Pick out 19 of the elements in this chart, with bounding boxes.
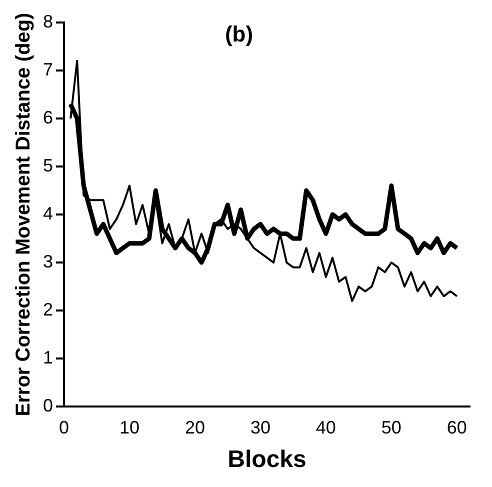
- x-axis-title: Blocks: [228, 446, 306, 474]
- y-tick-label: 2: [42, 300, 54, 320]
- y-tick-label: 6: [42, 107, 54, 128]
- chart-title: (b): [224, 21, 254, 46]
- x-tick-label: 50: [381, 417, 402, 438]
- y-tick-label: 3: [42, 251, 54, 272]
- y-tick-label: 8: [42, 11, 54, 32]
- x-tick-label: 10: [119, 417, 140, 438]
- y-tick-label: 7: [42, 59, 54, 80]
- y-tick-label: 5: [42, 155, 54, 176]
- x-tick-label: 60: [446, 417, 467, 438]
- y-tick-label: 1: [42, 348, 54, 368]
- x-tick-label: 30: [250, 417, 270, 438]
- x-tick-label: 0: [59, 417, 70, 438]
- y-tick-label: 4: [42, 203, 54, 224]
- x-tick-label: 20: [184, 417, 205, 438]
- y-axis-title: Error Correction Movement Distance (deg): [12, 12, 35, 416]
- y-tick-label: 0: [42, 396, 54, 416]
- x-tick-label: 40: [316, 417, 336, 438]
